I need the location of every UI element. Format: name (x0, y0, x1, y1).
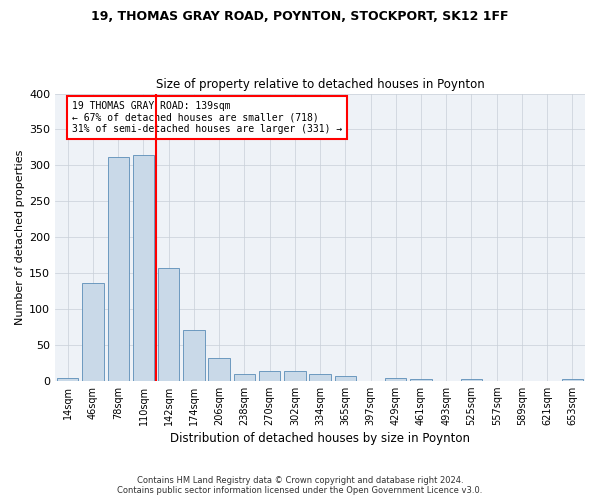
Bar (335, 376, 356, 380)
Text: 19, THOMAS GRAY ROAD, POYNTON, STOCKPORT, SK12 1FF: 19, THOMAS GRAY ROAD, POYNTON, STOCKPORT… (91, 10, 509, 23)
Bar (310, 374, 331, 380)
Y-axis label: Number of detached properties: Number of detached properties (15, 150, 25, 325)
Bar (385, 378, 406, 380)
Bar (208, 358, 230, 380)
X-axis label: Distribution of detached houses by size in Poynton: Distribution of detached houses by size … (170, 432, 470, 445)
Bar (284, 372, 305, 380)
Bar (107, 158, 129, 380)
Bar (82, 283, 104, 380)
Text: Contains HM Land Registry data © Crown copyright and database right 2024.
Contai: Contains HM Land Registry data © Crown c… (118, 476, 482, 495)
Bar (233, 374, 255, 380)
Bar (57, 378, 79, 380)
Text: 19 THOMAS GRAY ROAD: 139sqm
← 67% of detached houses are smaller (718)
31% of se: 19 THOMAS GRAY ROAD: 139sqm ← 67% of det… (73, 100, 343, 134)
Bar (133, 154, 154, 380)
Bar (259, 372, 280, 380)
Bar (183, 330, 205, 380)
Title: Size of property relative to detached houses in Poynton: Size of property relative to detached ho… (156, 78, 484, 91)
Bar (158, 268, 179, 380)
